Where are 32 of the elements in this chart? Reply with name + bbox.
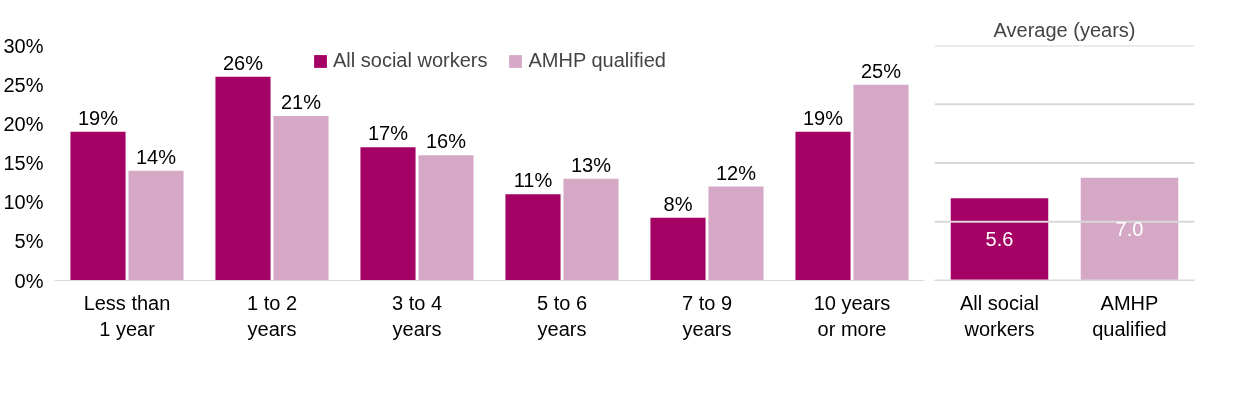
y-tick-label: 30% bbox=[3, 34, 44, 57]
data-label: 8% bbox=[663, 192, 693, 215]
x-tick-label: AMHP qualified bbox=[1092, 291, 1167, 340]
data-label: 19% bbox=[802, 106, 844, 129]
data-label: 19% bbox=[77, 106, 119, 129]
x-tick-label: Less than 1 year bbox=[83, 291, 171, 340]
x-tick-label: 3 to 4 years bbox=[391, 291, 443, 340]
y-tick-label: 20% bbox=[3, 112, 44, 135]
data-label: 11% bbox=[513, 169, 553, 192]
data-label: 16% bbox=[425, 130, 467, 153]
x-tick-label: All social workers bbox=[960, 291, 1039, 340]
x-tick-label: 10 years or more bbox=[813, 291, 891, 340]
y-tick-label: 0% bbox=[14, 269, 44, 292]
chart-title: Average (years) bbox=[993, 18, 1136, 41]
y-tick-label: 15% bbox=[3, 152, 44, 174]
y-tick-label: 25% bbox=[3, 73, 44, 96]
data-label: 21% bbox=[280, 91, 322, 113]
legend-label: AMHP qualified bbox=[528, 49, 666, 72]
data-label: 5.6 bbox=[985, 228, 1014, 251]
y-tick-label: 10% bbox=[3, 191, 44, 214]
data-label: 17% bbox=[367, 122, 409, 145]
data-label: 12% bbox=[715, 161, 757, 184]
x-tick-label: 7 to 9 years bbox=[681, 291, 733, 340]
y-tick-label: 5% bbox=[14, 230, 44, 253]
data-label: 26% bbox=[222, 51, 264, 74]
legend-label: All social workers bbox=[333, 49, 488, 72]
data-label: 7.0 bbox=[1115, 218, 1144, 241]
data-label: 25% bbox=[860, 59, 902, 82]
data-label: 13% bbox=[570, 153, 612, 176]
x-tick-label: 5 to 6 years bbox=[536, 291, 588, 340]
data-label: 14% bbox=[135, 145, 177, 168]
x-tick-label: 1 to 2 years bbox=[246, 291, 298, 340]
